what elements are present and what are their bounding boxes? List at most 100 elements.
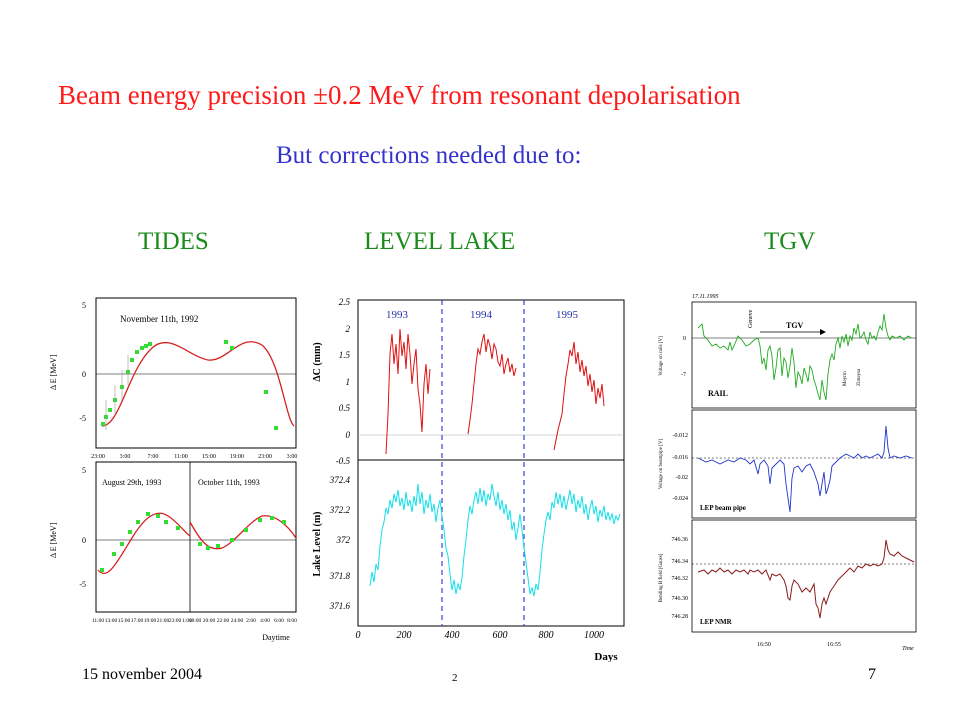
tides-bottom-point [216,544,220,548]
lake-top-ytick: 2 [346,324,351,334]
tides-bottom-points [100,512,286,572]
tides-figure: November 11th, 1992 Δ E [MeV] 5 0 -5 23:… [49,297,297,642]
tides-bottom-xtick: 20:00 [203,618,216,624]
lake-year-label: 1993 [386,309,409,321]
tgv-p2-ytick: -0.024 [673,496,689,502]
tgv-p3-label: LEP NMR [700,618,733,626]
tgv-beampipe-trace [697,425,913,513]
tgv-p1-label: RAIL [708,389,728,398]
tides-bottom-frame [95,461,297,613]
tides-top-ytick: 5 [82,301,86,310]
tides-top-point [224,340,228,344]
lake-top-yticks: 2.5 2 1.5 1 0.5 0 -0.5 [336,297,351,466]
tides-top-xtick: 3:00 [120,454,131,460]
tides-top-errorbars [105,355,129,430]
tides-top-ytick: 0 [82,370,86,379]
tides-bottom-xtick: 13:00 [105,618,118,624]
tides-bottom-ytick: 5 [82,466,86,475]
lake-bottom-ytick: 372 [336,535,351,545]
tides-bottom-point [258,518,262,522]
tides-top-xtick: 23:00 [91,454,105,460]
tgv-p3-ytick: 746.30 [672,596,689,602]
tgv-zimeysa-label: Zimeysa [857,368,862,386]
tides-top-xticks: 23:00 3:00 7:00 11:00 15:00 19:00 23:00 … [91,454,297,460]
lake-xtick: 600 [493,630,508,641]
tides-bottom-xtick: 24:00 [231,618,244,624]
tides-bottom-point [164,520,168,524]
tides-top-xtick: 23:00 [258,454,272,460]
tides-bottom-xticks: 11:00 13:00 15:00 17:00 19:00 21:00 23:0… [92,618,297,624]
tides-bottom-point [282,520,286,524]
tides-bottom-xtick: 4:00 [260,618,270,624]
tides-top-point [264,390,268,394]
tides-top-xtick: 7:00 [148,454,159,460]
tides-bottom-point [156,514,160,518]
page-number: 7 [868,666,876,683]
tides-top-point [274,426,278,430]
lake-tide-correction-1994 [467,333,517,435]
tides-bottom-xtick: 21:00 [157,618,170,624]
tides-top-point [101,422,105,426]
tides-bottom-right-label: October 11th, 1993 [198,478,260,487]
tgv-arrow-label: TGV [786,321,804,330]
lake-xtick: 0 [356,630,361,641]
footer-date: 15 november 2004 [82,666,202,683]
heading-tgv: TGV [764,228,816,255]
tgv-p3-ytick: 746.32 [672,576,689,582]
tides-bottom-xtick: 22:00 [217,618,230,624]
tides-bottom-xtick: 23:00 [169,618,182,624]
tides-bottom-ytick: -5 [79,580,86,589]
lake-xtick: 400 [445,630,460,641]
tgv-p3-ytick: 746.34 [672,559,689,565]
tides-bottom-xtick: 1:00 [182,618,192,624]
lake-top-ytick: 1 [346,377,351,387]
tgv-arrow-head-icon [820,329,826,335]
lake-top-ytick: 2.5 [339,297,351,307]
tides-top-point [108,408,112,412]
tides-bottom-point [206,546,210,550]
tgv-rail-trace [697,313,913,401]
tides-oct-model-curve [189,515,297,550]
lake-xtick: 1000 [584,630,604,641]
tides-bottom-point [244,528,248,532]
tides-bottom-point [230,538,234,542]
tgv-xlabel: Time [902,646,914,652]
tides-bottom-left-label: August 29th, 1993 [102,478,161,487]
tgv-p1-ylabel: Voltage on rails [V] [659,336,664,376]
lake-bottom-ylabel: Lake Level (m) [312,512,323,577]
tides-bottom-point [270,516,274,520]
tides-top-point [140,346,144,350]
tides-bottom-point [128,530,132,534]
tides-top-label: November 11th, 1992 [120,314,198,324]
tgv-p1-ytick: 0 [683,336,686,342]
lake-bottom-ytick: 371.6 [329,601,351,611]
lake-xtick: 200 [397,630,412,641]
tgv-p1-ytick: -7 [681,372,686,378]
tides-bottom-point [198,542,202,546]
tgv-xtick: 16:50 [757,642,771,648]
tides-top-xtick: 15:00 [202,454,216,460]
tgv-p2-ytick: -0.012 [673,433,689,439]
slide-subtitle: But corrections needed due to: [276,142,582,169]
lake-level-line [369,483,621,597]
tgv-p2-ylabel: Voltage on beampipe [V] [659,439,664,490]
lake-year-label: 1994 [470,309,493,321]
lake-top-ytick: -0.5 [336,456,351,466]
tides-bottom-point [136,520,140,524]
tgv-panel-nmr-frame [691,519,917,633]
tgv-p2-ytick: -0.02 [676,475,689,481]
lake-bottom-ytick: 371.8 [329,571,351,581]
tides-bottom-ylabel: Δ E [MeV] [49,522,58,558]
lake-bottom-frame [357,459,625,627]
tgv-date: 17.11.1995 [692,294,719,300]
lake-bottom-yticks: 372.4 372.2 372 371.8 371.6 [329,475,351,611]
lake-top-ylabel: ΔC (mm) [312,342,323,381]
tgv-meyrin-label: Meyrin [843,371,848,386]
heading-tides: TIDES [138,228,209,255]
tides-top-point [130,358,134,362]
tides-top-point [148,342,152,346]
lake-bottom-ytick: 372.2 [329,505,351,515]
tgv-geneve-label: Geneve [748,309,754,328]
tides-bottom-point [100,568,104,572]
tgv-p2-label: LEP beam pipe [700,504,746,512]
